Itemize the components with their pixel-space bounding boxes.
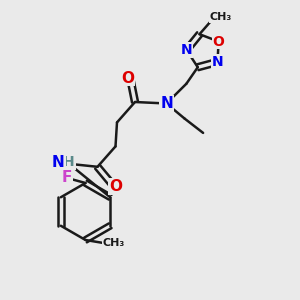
Text: N: N <box>181 43 192 57</box>
Text: N: N <box>212 55 223 69</box>
Text: CH₃: CH₃ <box>209 12 232 22</box>
Text: O: O <box>109 179 122 194</box>
Text: N: N <box>160 96 173 111</box>
Text: O: O <box>213 34 224 49</box>
Text: O: O <box>122 70 135 86</box>
Text: H: H <box>63 155 75 169</box>
Text: CH₃: CH₃ <box>103 238 125 248</box>
Text: F: F <box>61 169 72 184</box>
Text: N: N <box>52 155 65 170</box>
